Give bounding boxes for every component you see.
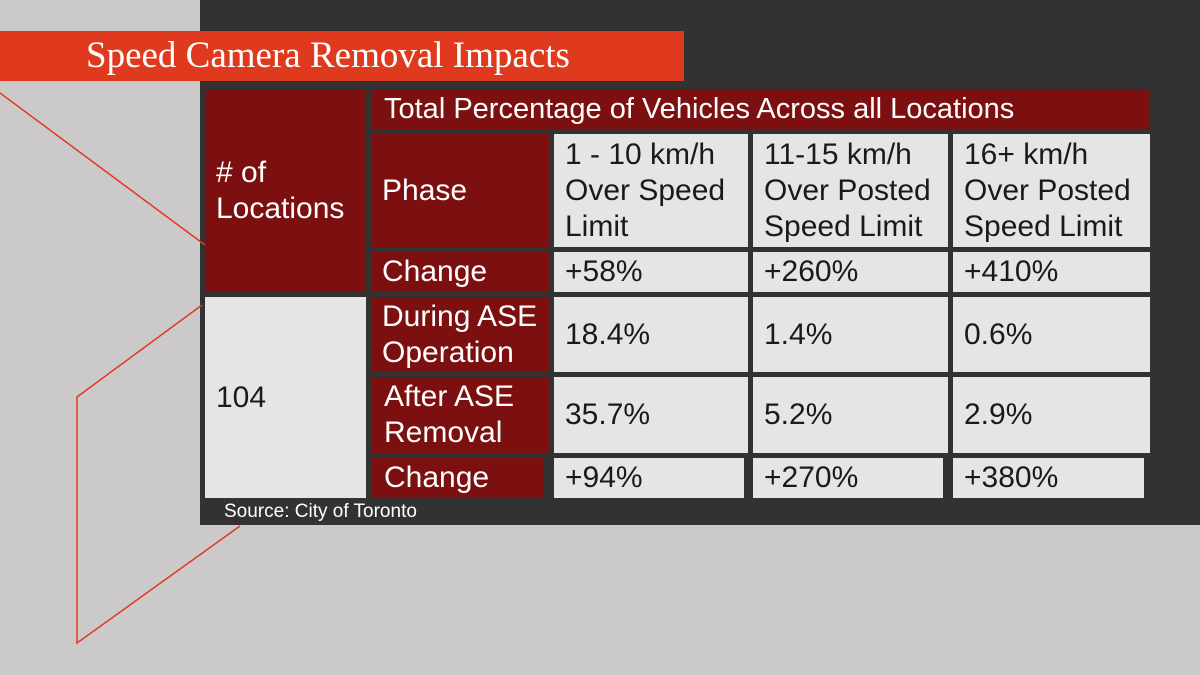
locations-value: 104 [205, 297, 366, 498]
column-header-1-10: 1 - 10 km/h Over Speed Limit [554, 134, 748, 247]
during-value-1: 18.4% [554, 297, 748, 372]
top-change-value-2: +260% [753, 252, 948, 292]
after-value-2: 5.2% [753, 377, 948, 453]
header-phase: Phase [371, 134, 549, 247]
after-value-3: 2.9% [953, 377, 1150, 453]
top-change-label: Change [371, 252, 549, 292]
title-bar: Speed Camera Removal Impacts [0, 31, 684, 81]
upper-diagonal-line [0, 92, 206, 246]
bottom-change-value-3: +380% [953, 458, 1144, 498]
source-note: Source: City of Toronto [224, 501, 417, 522]
header-total-percentage: Total Percentage of Vehicles Across all … [371, 89, 1150, 129]
top-change-value-3: +410% [953, 252, 1150, 292]
lower-bracket-line [76, 304, 241, 645]
phase-after-ase: After ASE Removal [371, 377, 549, 453]
page-title: Speed Camera Removal Impacts [86, 35, 570, 76]
column-header-16-plus: 16+ km/h Over Posted Speed Limit [953, 134, 1150, 247]
during-value-2: 1.4% [753, 297, 948, 372]
phase-during-ase: During ASE Operation [371, 297, 549, 372]
during-value-3: 0.6% [953, 297, 1150, 372]
bottom-change-label: Change [371, 458, 543, 498]
after-value-1: 35.7% [554, 377, 748, 453]
top-change-value-1: +58% [554, 252, 748, 292]
bottom-change-value-1: +94% [554, 458, 744, 498]
header-locations: # of Locations [205, 89, 366, 292]
column-header-11-15: 11-15 km/h Over Posted Speed Limit [753, 134, 948, 247]
bottom-change-value-2: +270% [753, 458, 943, 498]
